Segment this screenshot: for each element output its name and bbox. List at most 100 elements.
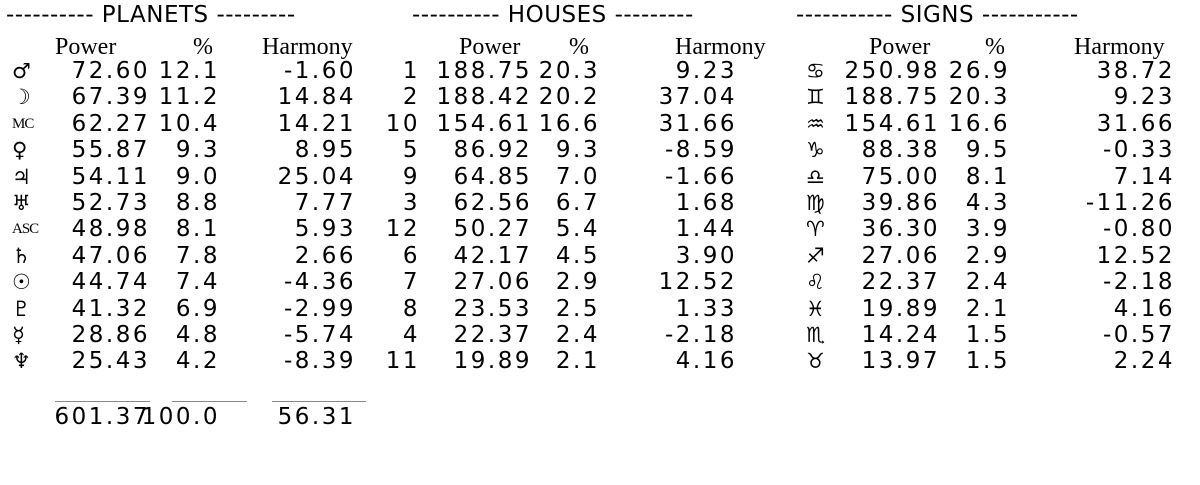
planets-row-percent: 8.1 bbox=[175, 216, 220, 243]
houses-row-percent: 2.1 bbox=[555, 348, 600, 375]
planets-header-harmony: Harmony bbox=[262, 34, 353, 60]
houses-row-power: 86.92 bbox=[453, 137, 532, 164]
signs-row-symbol: ♑︎ bbox=[806, 138, 825, 163]
planets-row-power: 55.87 bbox=[71, 137, 150, 164]
planets-row-percent: 9.0 bbox=[175, 163, 220, 190]
signs-row-percent: 26.9 bbox=[948, 58, 1010, 84]
signs-row-symbol: ♉︎ bbox=[806, 349, 825, 374]
houses-row-power: 188.75 bbox=[436, 58, 532, 84]
signs-row-power: 250.98 bbox=[844, 58, 940, 84]
signs-row-harmony: 7.14 bbox=[1113, 163, 1175, 190]
houses-row-power: 42.17 bbox=[453, 242, 532, 269]
houses-row-percent: 20.2 bbox=[538, 84, 600, 111]
houses-row-harmony: 9.23 bbox=[675, 58, 737, 84]
planets-row-harmony: 25.04 bbox=[277, 163, 356, 190]
planets-row-symbol: MC bbox=[12, 115, 34, 132]
houses-row-power: 62.56 bbox=[453, 190, 532, 216]
signs-row-percent: 1.5 bbox=[965, 348, 1010, 375]
planets-row-power: 52.73 bbox=[71, 190, 150, 216]
signs-row-harmony: -0.80 bbox=[1102, 216, 1175, 243]
planets-row-symbol: ☉︎ bbox=[12, 270, 31, 295]
signs-row-percent: 20.3 bbox=[948, 84, 1010, 111]
planets-row-harmony: -5.74 bbox=[283, 322, 356, 348]
planets-row-power: 47.06 bbox=[71, 242, 150, 269]
signs-row-harmony: 38.72 bbox=[1096, 58, 1175, 84]
signs-row-percent: 1.5 bbox=[965, 322, 1010, 348]
houses-row-harmony: -2.18 bbox=[664, 322, 737, 348]
planets-row-symbol: ☿︎ bbox=[12, 323, 25, 347]
signs-row-harmony: -0.33 bbox=[1102, 137, 1175, 164]
houses-row-percent: 2.9 bbox=[555, 269, 600, 296]
houses-row-number: 3 bbox=[402, 190, 420, 216]
houses-row-percent: 20.3 bbox=[538, 58, 600, 84]
signs-row-symbol: ♊︎ bbox=[806, 85, 825, 110]
signs-row-percent: 2.9 bbox=[965, 242, 1010, 269]
planets-row-power: 72.60 bbox=[71, 58, 150, 84]
signs-row-symbol: ♋︎ bbox=[806, 59, 825, 83]
signs-row-percent: 4.3 bbox=[965, 190, 1010, 216]
planets-row-harmony: 5.93 bbox=[294, 216, 356, 243]
planets-row-harmony: 14.84 bbox=[277, 84, 356, 111]
signs-row-harmony: 31.66 bbox=[1096, 110, 1175, 137]
planets-row-symbol: ASC bbox=[12, 221, 39, 238]
planets-row-harmony: -4.36 bbox=[283, 269, 356, 296]
signs-row-power: 14.24 bbox=[861, 322, 940, 348]
houses-header-pct: % bbox=[569, 34, 589, 60]
planets-row-harmony: 14.21 bbox=[277, 110, 356, 137]
signs-row-power: 22.37 bbox=[861, 269, 940, 296]
houses-row-power: 50.27 bbox=[453, 216, 532, 243]
total-rule-2 bbox=[272, 401, 366, 402]
signs-row-symbol: ♒︎ bbox=[806, 111, 825, 136]
signs-row-power: 13.97 bbox=[861, 348, 940, 375]
signs-header-power: Power bbox=[869, 34, 931, 60]
signs-section-title: ----------- SIGNS ----------- bbox=[796, 2, 1079, 28]
signs-row-power: 154.61 bbox=[844, 110, 940, 137]
houses-row-percent: 16.6 bbox=[538, 110, 600, 137]
planets-row-symbol: ♅︎ bbox=[12, 191, 31, 215]
houses-row-number: 7 bbox=[402, 269, 420, 296]
planets-row-harmony: 8.95 bbox=[294, 137, 356, 164]
planets-row-harmony: -8.39 bbox=[283, 348, 356, 375]
houses-row-power: 23.53 bbox=[453, 295, 532, 322]
planets-header-power: Power bbox=[55, 34, 117, 60]
signs-row-power: 36.30 bbox=[861, 216, 940, 243]
houses-row-harmony: 1.68 bbox=[675, 190, 737, 216]
signs-row-power: 88.38 bbox=[861, 137, 940, 164]
planets-row-percent: 4.2 bbox=[175, 348, 220, 375]
planets-row-power: 62.27 bbox=[71, 110, 150, 137]
signs-row-power: 188.75 bbox=[844, 84, 940, 111]
houses-row-number: 6 bbox=[402, 242, 420, 269]
houses-row-number: 5 bbox=[402, 137, 420, 164]
signs-row-percent: 2.1 bbox=[965, 295, 1010, 322]
signs-row-harmony: 4.16 bbox=[1113, 295, 1175, 322]
planets-row-percent: 9.3 bbox=[175, 137, 220, 164]
signs-row-power: 27.06 bbox=[861, 242, 940, 269]
signs-row-percent: 3.9 bbox=[965, 216, 1010, 243]
planets-row-power: 54.11 bbox=[71, 163, 150, 190]
signs-row-percent: 16.6 bbox=[948, 110, 1010, 137]
planets-total-power: 601.37 bbox=[54, 404, 150, 430]
signs-row-harmony: -2.18 bbox=[1102, 269, 1175, 296]
signs-row-harmony: 12.52 bbox=[1096, 242, 1175, 269]
planets-row-percent: 4.8 bbox=[175, 322, 220, 348]
planets-header-pct: % bbox=[193, 34, 213, 60]
houses-row-harmony: 1.33 bbox=[675, 295, 737, 322]
planets-row-symbol: ☽︎ bbox=[12, 85, 31, 110]
houses-row-harmony: 31.66 bbox=[658, 110, 737, 137]
planets-total-percent: 100.0 bbox=[141, 404, 220, 430]
houses-row-power: 188.42 bbox=[436, 84, 532, 111]
planets-row-power: 44.74 bbox=[71, 269, 150, 296]
planets-row-symbol: ♆︎ bbox=[12, 349, 31, 374]
planets-row-power: 48.98 bbox=[71, 216, 150, 243]
houses-row-power: 27.06 bbox=[453, 269, 532, 296]
houses-row-number: 9 bbox=[402, 163, 420, 190]
houses-row-power: 154.61 bbox=[436, 110, 532, 137]
houses-row-harmony: 12.52 bbox=[658, 269, 737, 296]
houses-header-harmony: Harmony bbox=[675, 34, 766, 60]
houses-row-percent: 7.0 bbox=[555, 163, 600, 190]
planets-row-harmony: -1.60 bbox=[283, 58, 356, 84]
houses-row-power: 19.89 bbox=[453, 348, 532, 375]
signs-row-percent: 2.4 bbox=[965, 269, 1010, 296]
houses-row-power: 22.37 bbox=[453, 322, 532, 348]
planets-row-symbol: ♄︎ bbox=[12, 243, 31, 268]
